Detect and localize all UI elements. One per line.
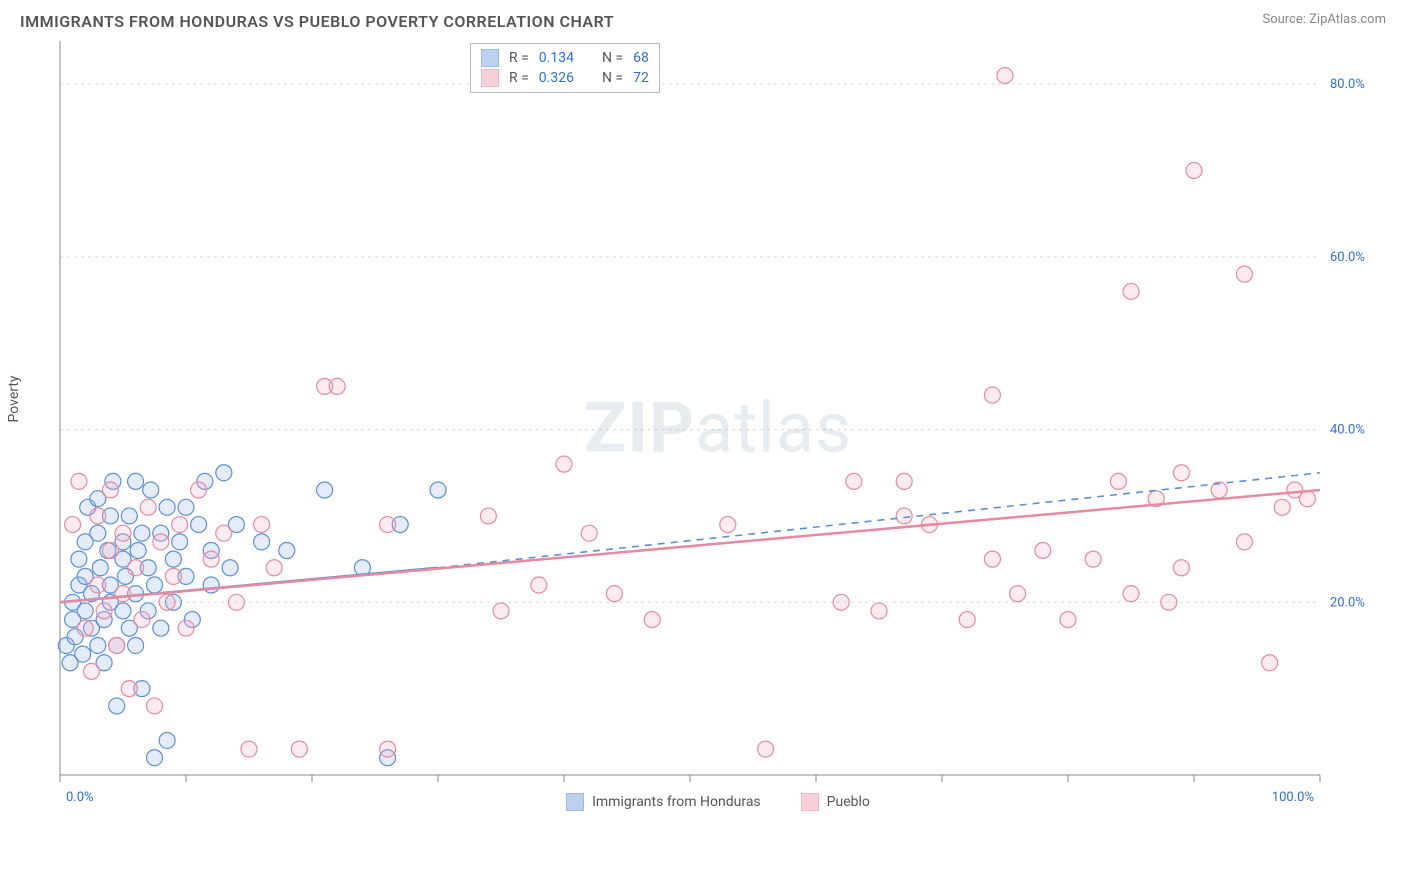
svg-text:60.0%: 60.0% xyxy=(1330,250,1365,265)
swatch-honduras-icon xyxy=(566,793,584,811)
title-bar: IMMIGRANTS FROM HONDURAS VS PUEBLO POVER… xyxy=(0,0,1406,35)
r-value-pueblo: 0.326 xyxy=(539,70,574,86)
n-value-honduras: 68 xyxy=(633,50,649,66)
swatch-pueblo xyxy=(481,69,499,87)
chart-title: IMMIGRANTS FROM HONDURAS VS PUEBLO POVER… xyxy=(20,12,614,31)
y-axis-label: Poverty xyxy=(6,375,22,422)
legend-item-pueblo: Pueblo xyxy=(801,793,870,811)
n-value-pueblo: 72 xyxy=(633,70,649,86)
svg-text:40.0%: 40.0% xyxy=(1330,423,1365,438)
svg-text:20.0%: 20.0% xyxy=(1330,595,1365,610)
correlation-legend: R = 0.134 N = 68 R = 0.326 N = 72 xyxy=(470,43,660,93)
scatter-chart: 20.0%40.0%60.0%80.0%0.0%100.0% xyxy=(50,35,1370,835)
swatch-honduras xyxy=(481,49,499,67)
swatch-pueblo-icon xyxy=(801,793,819,811)
svg-text:80.0%: 80.0% xyxy=(1330,77,1365,92)
legend-row-honduras: R = 0.134 N = 68 xyxy=(481,48,649,68)
r-value-honduras: 0.134 xyxy=(539,50,574,66)
legend-item-honduras: Immigrants from Honduras xyxy=(566,793,761,811)
legend-row-pueblo: R = 0.326 N = 72 xyxy=(481,68,649,88)
series-legend: Immigrants from Honduras Pueblo xyxy=(50,793,1386,811)
legend-label-pueblo: Pueblo xyxy=(827,794,870,810)
source-label: Source: ZipAtlas.com xyxy=(1262,12,1386,27)
legend-label-honduras: Immigrants from Honduras xyxy=(592,794,761,810)
chart-area: ZIPatlas 20.0%40.0%60.0%80.0%0.0%100.0% … xyxy=(50,35,1386,835)
